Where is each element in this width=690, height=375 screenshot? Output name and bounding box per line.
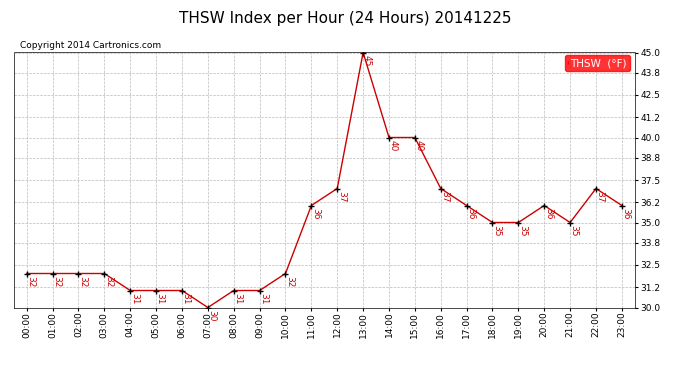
Text: 31: 31: [233, 293, 242, 305]
Text: 32: 32: [285, 276, 294, 288]
Text: 36: 36: [622, 208, 631, 220]
Text: THSW Index per Hour (24 Hours) 20141225: THSW Index per Hour (24 Hours) 20141225: [179, 11, 511, 26]
Text: 31: 31: [130, 293, 139, 305]
Text: Copyright 2014 Cartronics.com: Copyright 2014 Cartronics.com: [20, 41, 161, 50]
Legend: THSW  (°F): THSW (°F): [564, 55, 629, 71]
Text: 32: 32: [104, 276, 113, 288]
Text: 40: 40: [415, 140, 424, 152]
Text: 40: 40: [388, 140, 397, 152]
Text: 32: 32: [52, 276, 61, 288]
Text: 32: 32: [78, 276, 87, 288]
Text: 45: 45: [363, 55, 372, 67]
Text: 37: 37: [440, 191, 449, 203]
Text: 35: 35: [492, 225, 501, 237]
Text: 37: 37: [337, 191, 346, 203]
Text: 35: 35: [570, 225, 579, 237]
Text: 31: 31: [156, 293, 165, 305]
Text: 32: 32: [26, 276, 35, 288]
Text: 30: 30: [208, 310, 217, 322]
Text: 31: 31: [259, 293, 268, 305]
Text: 37: 37: [595, 191, 604, 203]
Text: 31: 31: [181, 293, 190, 305]
Text: 36: 36: [311, 208, 320, 220]
Text: 35: 35: [518, 225, 527, 237]
Text: 36: 36: [544, 208, 553, 220]
Text: 36: 36: [466, 208, 475, 220]
